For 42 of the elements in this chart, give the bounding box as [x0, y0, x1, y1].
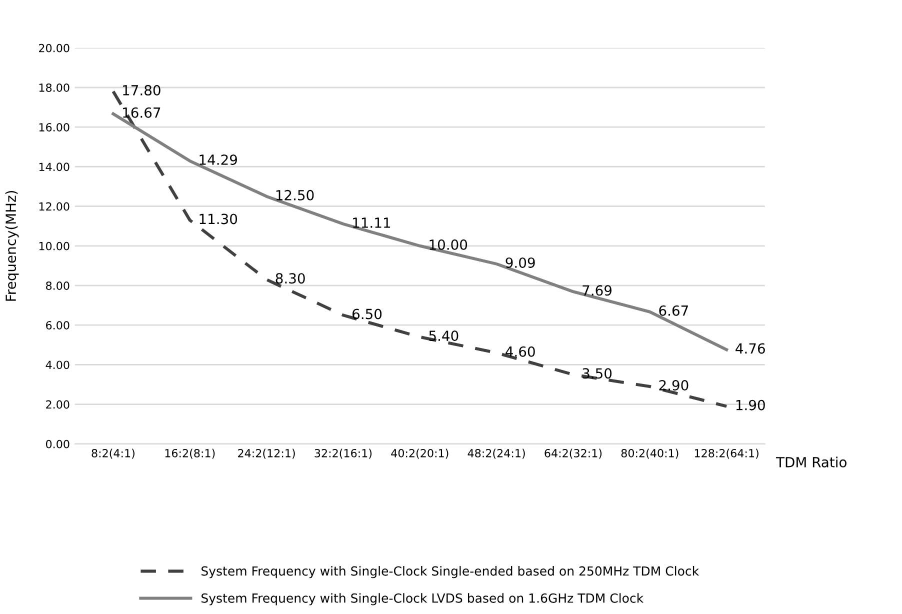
data-label: 5.40	[429, 330, 458, 342]
y-tick-label: 14.00	[39, 162, 70, 172]
y-tick-label: 12.00	[39, 202, 70, 211]
y-tick-label: 2.00	[46, 400, 70, 409]
legend-label: System Frequency with Single-Clock LVDS based on 1.6GHz TDM Clock	[202, 593, 644, 606]
data-label: 17.80	[123, 84, 160, 96]
y-tick-label: 8.00	[46, 281, 70, 290]
data-label: 3.50	[582, 368, 612, 379]
x-tick-label: 8:2(4:1)	[92, 448, 134, 459]
data-label: 6.67	[659, 305, 688, 316]
y-tick-label: 6.00	[46, 321, 70, 330]
data-label: 2.90	[659, 380, 688, 391]
x-tick-label: 80:2(40:1)	[621, 448, 678, 459]
x-tick-label: 48:2(24:1)	[468, 448, 525, 459]
legend-label: System Frequency with Single-Clock Single-ended based on 250MHz TDM Clock	[202, 566, 700, 578]
y-tick-label: 16.00	[39, 123, 70, 132]
data-label: 4.60	[506, 346, 535, 357]
data-label: 16.67	[123, 107, 160, 118]
data-label: 4.76	[736, 343, 765, 354]
y-tick-label: 20.00	[39, 44, 70, 52]
x-tick-label: 32:2(16:1)	[314, 448, 372, 459]
x-tick-label: 128:2(64:1)	[694, 448, 758, 459]
y-tick-label: 10.00	[39, 242, 70, 250]
y-tick-label: 18.00	[39, 83, 70, 92]
x-tick-label: 40:2(20:1)	[391, 448, 448, 459]
data-label: 14.29	[200, 154, 237, 165]
y-tick-label: 0.00	[46, 440, 70, 448]
y-axis-title: Frequency(MHz)	[5, 190, 19, 301]
x-tick-label: 16:2(8:1)	[165, 448, 215, 459]
data-label: 1.90	[736, 400, 765, 410]
data-label: 9.09	[506, 257, 535, 268]
data-label: 7.69	[582, 285, 612, 296]
data-label: 8.30	[276, 273, 305, 284]
data-label: 12.50	[276, 190, 314, 200]
x-tick-label: 24:2(12:1)	[238, 448, 295, 459]
y-tick-label: 4.00	[46, 360, 70, 370]
x-axis-title: TDM Ratio	[776, 456, 846, 468]
x-tick-label: 64:2(32:1)	[544, 448, 602, 459]
data-label: 11.11	[353, 218, 390, 228]
data-label: 6.50	[352, 308, 382, 320]
data-label: 11.30	[200, 214, 238, 224]
data-label: 10.00	[430, 239, 468, 250]
